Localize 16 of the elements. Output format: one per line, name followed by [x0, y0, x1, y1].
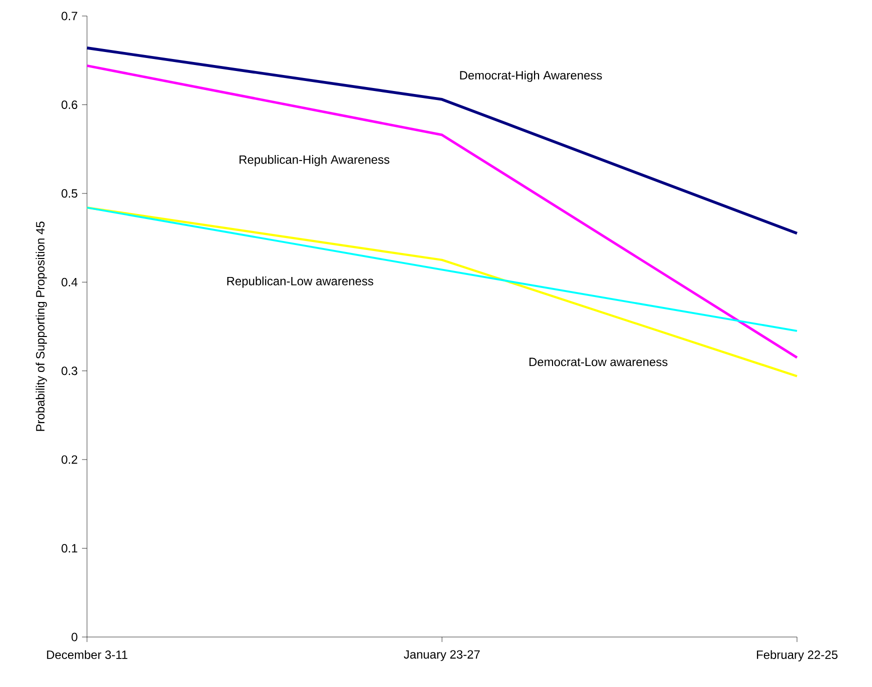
y-axis-title: Probability of Supporting Proposition 45 — [36, 222, 47, 431]
series-label: Democrat-Low awareness — [529, 358, 668, 366]
x-tick-label: January 23-27 — [404, 650, 480, 662]
y-tick-label: 0.2 — [62, 455, 78, 464]
y-tick-label: 0.7 — [62, 12, 78, 20]
y-tick-label: 0.3 — [62, 366, 78, 376]
series-label: Republican-Low awareness — [227, 276, 374, 288]
series-label: Democrat-High Awareness — [460, 70, 602, 82]
y-tick-label: 0.5 — [62, 189, 78, 198]
y-tick-label: 0.4 — [62, 278, 78, 286]
y-tick-label: 0.1 — [62, 544, 78, 553]
y-tick-label: 0.6 — [62, 100, 78, 109]
x-tick-label: December 3-11 — [47, 650, 128, 660]
text: Republican-High Awareness — [240, 155, 390, 166]
y-tick-label: 0 — [72, 632, 78, 642]
x-tick-label: February 22-25 — [756, 650, 838, 662]
